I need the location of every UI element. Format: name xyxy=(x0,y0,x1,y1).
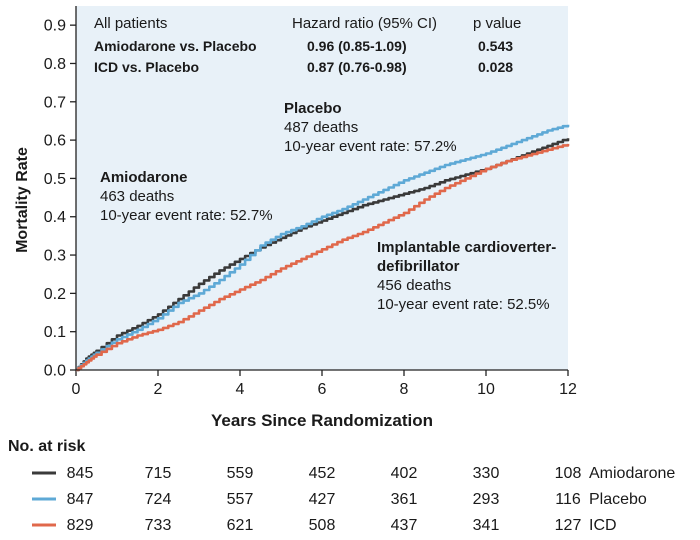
x-tick-label: 4 xyxy=(236,381,245,398)
annotation-title: Amiodarone xyxy=(100,169,188,186)
series-layer xyxy=(76,124,570,372)
annotation-line: 456 deaths xyxy=(377,277,451,294)
x-axis-label: Years Since Randomization xyxy=(211,411,433,430)
at-risk-value: 330 xyxy=(473,465,500,482)
at-risk-label: Amiodarone xyxy=(589,465,675,482)
stats-row-p: 0.028 xyxy=(478,59,513,75)
at-risk-value: 427 xyxy=(309,491,336,508)
x-tick-label: 0 xyxy=(72,381,81,398)
stats-table: All patients Hazard ratio (95% CI) p val… xyxy=(94,15,521,75)
annotation-amiodarone: Amiodarone 463 deaths 10-year event rate… xyxy=(100,169,273,224)
stats-row-hr: 0.96 (0.85-1.09) xyxy=(307,38,407,54)
annotation-line: 487 deaths xyxy=(284,119,358,136)
at-risk-value: 402 xyxy=(391,465,418,482)
at-risk-label: ICD xyxy=(589,517,617,534)
annotation-placebo: Placebo 487 deaths 10-year event rate: 5… xyxy=(284,100,457,155)
series-line-placebo xyxy=(76,124,570,372)
at-risk-value: 341 xyxy=(473,517,500,534)
at-risk-value: 452 xyxy=(309,465,336,482)
at-risk-value: 557 xyxy=(227,491,254,508)
x-tick-label: 8 xyxy=(400,381,409,398)
at-risk-value: 437 xyxy=(391,517,418,534)
at-risk-value: 845 xyxy=(67,465,94,482)
at-risk-value: 621 xyxy=(227,517,254,534)
annotation-line: 10-year event rate: 52.7% xyxy=(100,207,273,224)
y-tick-label: 0.0 xyxy=(44,363,66,380)
stats-row-label: ICD vs. Placebo xyxy=(94,59,199,75)
annotation-title: Placebo xyxy=(284,100,342,117)
at-risk-value: 724 xyxy=(145,491,172,508)
y-axis-label: Mortality Rate xyxy=(14,147,31,253)
annotation-line: 10-year event rate: 57.2% xyxy=(284,138,457,155)
stats-row-p: 0.543 xyxy=(478,38,513,54)
series-line-icd xyxy=(76,143,570,372)
annotation-line: 463 deaths xyxy=(100,188,174,205)
y-tick-label: 0.3 xyxy=(44,248,66,265)
annotation-line: 10-year event rate: 52.5% xyxy=(377,296,550,313)
at-risk-value: 361 xyxy=(391,491,418,508)
stats-header-hr: Hazard ratio (95% CI) xyxy=(292,15,437,32)
stats-row-label: Amiodarone vs. Placebo xyxy=(94,38,257,54)
at-risk-value: 715 xyxy=(145,465,172,482)
stats-row-hr: 0.87 (0.76-0.98) xyxy=(307,59,407,75)
at-risk-value: 108 xyxy=(555,465,582,482)
y-tick-label: 0.5 xyxy=(44,171,66,188)
annotation-title: defibrillator xyxy=(377,258,460,275)
y-tick-label: 0.9 xyxy=(44,18,66,35)
x-tick-label: 12 xyxy=(559,381,577,398)
annotation-icd: Implantable cardioverter- defibrillator … xyxy=(377,239,556,313)
x-tick-label: 2 xyxy=(154,381,163,398)
x-tick-label: 10 xyxy=(477,381,495,398)
x-tick-label: 6 xyxy=(318,381,327,398)
at-risk-table: 845 715 559 452 402 330 108 Amiodarone 847 724 557… xyxy=(32,465,675,534)
y-tick-labels: 0.0 0.1 0.2 0.3 0.4 0.5 0.6 0.7 0.8 0.9 xyxy=(44,18,66,380)
at-risk-value: 733 xyxy=(145,517,172,534)
at-risk-title: No. at risk xyxy=(8,438,85,455)
axis-ticks xyxy=(70,24,569,376)
at-risk-value: 293 xyxy=(473,491,500,508)
y-tick-label: 0.4 xyxy=(44,209,66,226)
y-tick-label: 0.8 xyxy=(44,56,66,73)
at-risk-label: Placebo xyxy=(589,491,647,508)
y-tick-label: 0.2 xyxy=(44,286,66,303)
at-risk-value: 559 xyxy=(227,465,254,482)
stats-header-p: p value xyxy=(473,15,521,32)
stats-header-group: All patients xyxy=(94,15,167,32)
x-tick-labels: 0 2 4 6 8 10 12 xyxy=(72,381,577,398)
at-risk-value: 116 xyxy=(555,491,581,508)
annotation-title: Implantable cardioverter- xyxy=(377,239,556,256)
at-risk-value: 829 xyxy=(67,517,94,534)
y-tick-label: 0.6 xyxy=(44,133,66,150)
y-tick-label: 0.7 xyxy=(44,94,66,111)
at-risk-value: 847 xyxy=(67,491,94,508)
at-risk-value: 127 xyxy=(555,517,582,534)
plot-area xyxy=(76,6,568,370)
at-risk-value: 508 xyxy=(309,517,336,534)
y-tick-label: 0.1 xyxy=(44,324,66,341)
